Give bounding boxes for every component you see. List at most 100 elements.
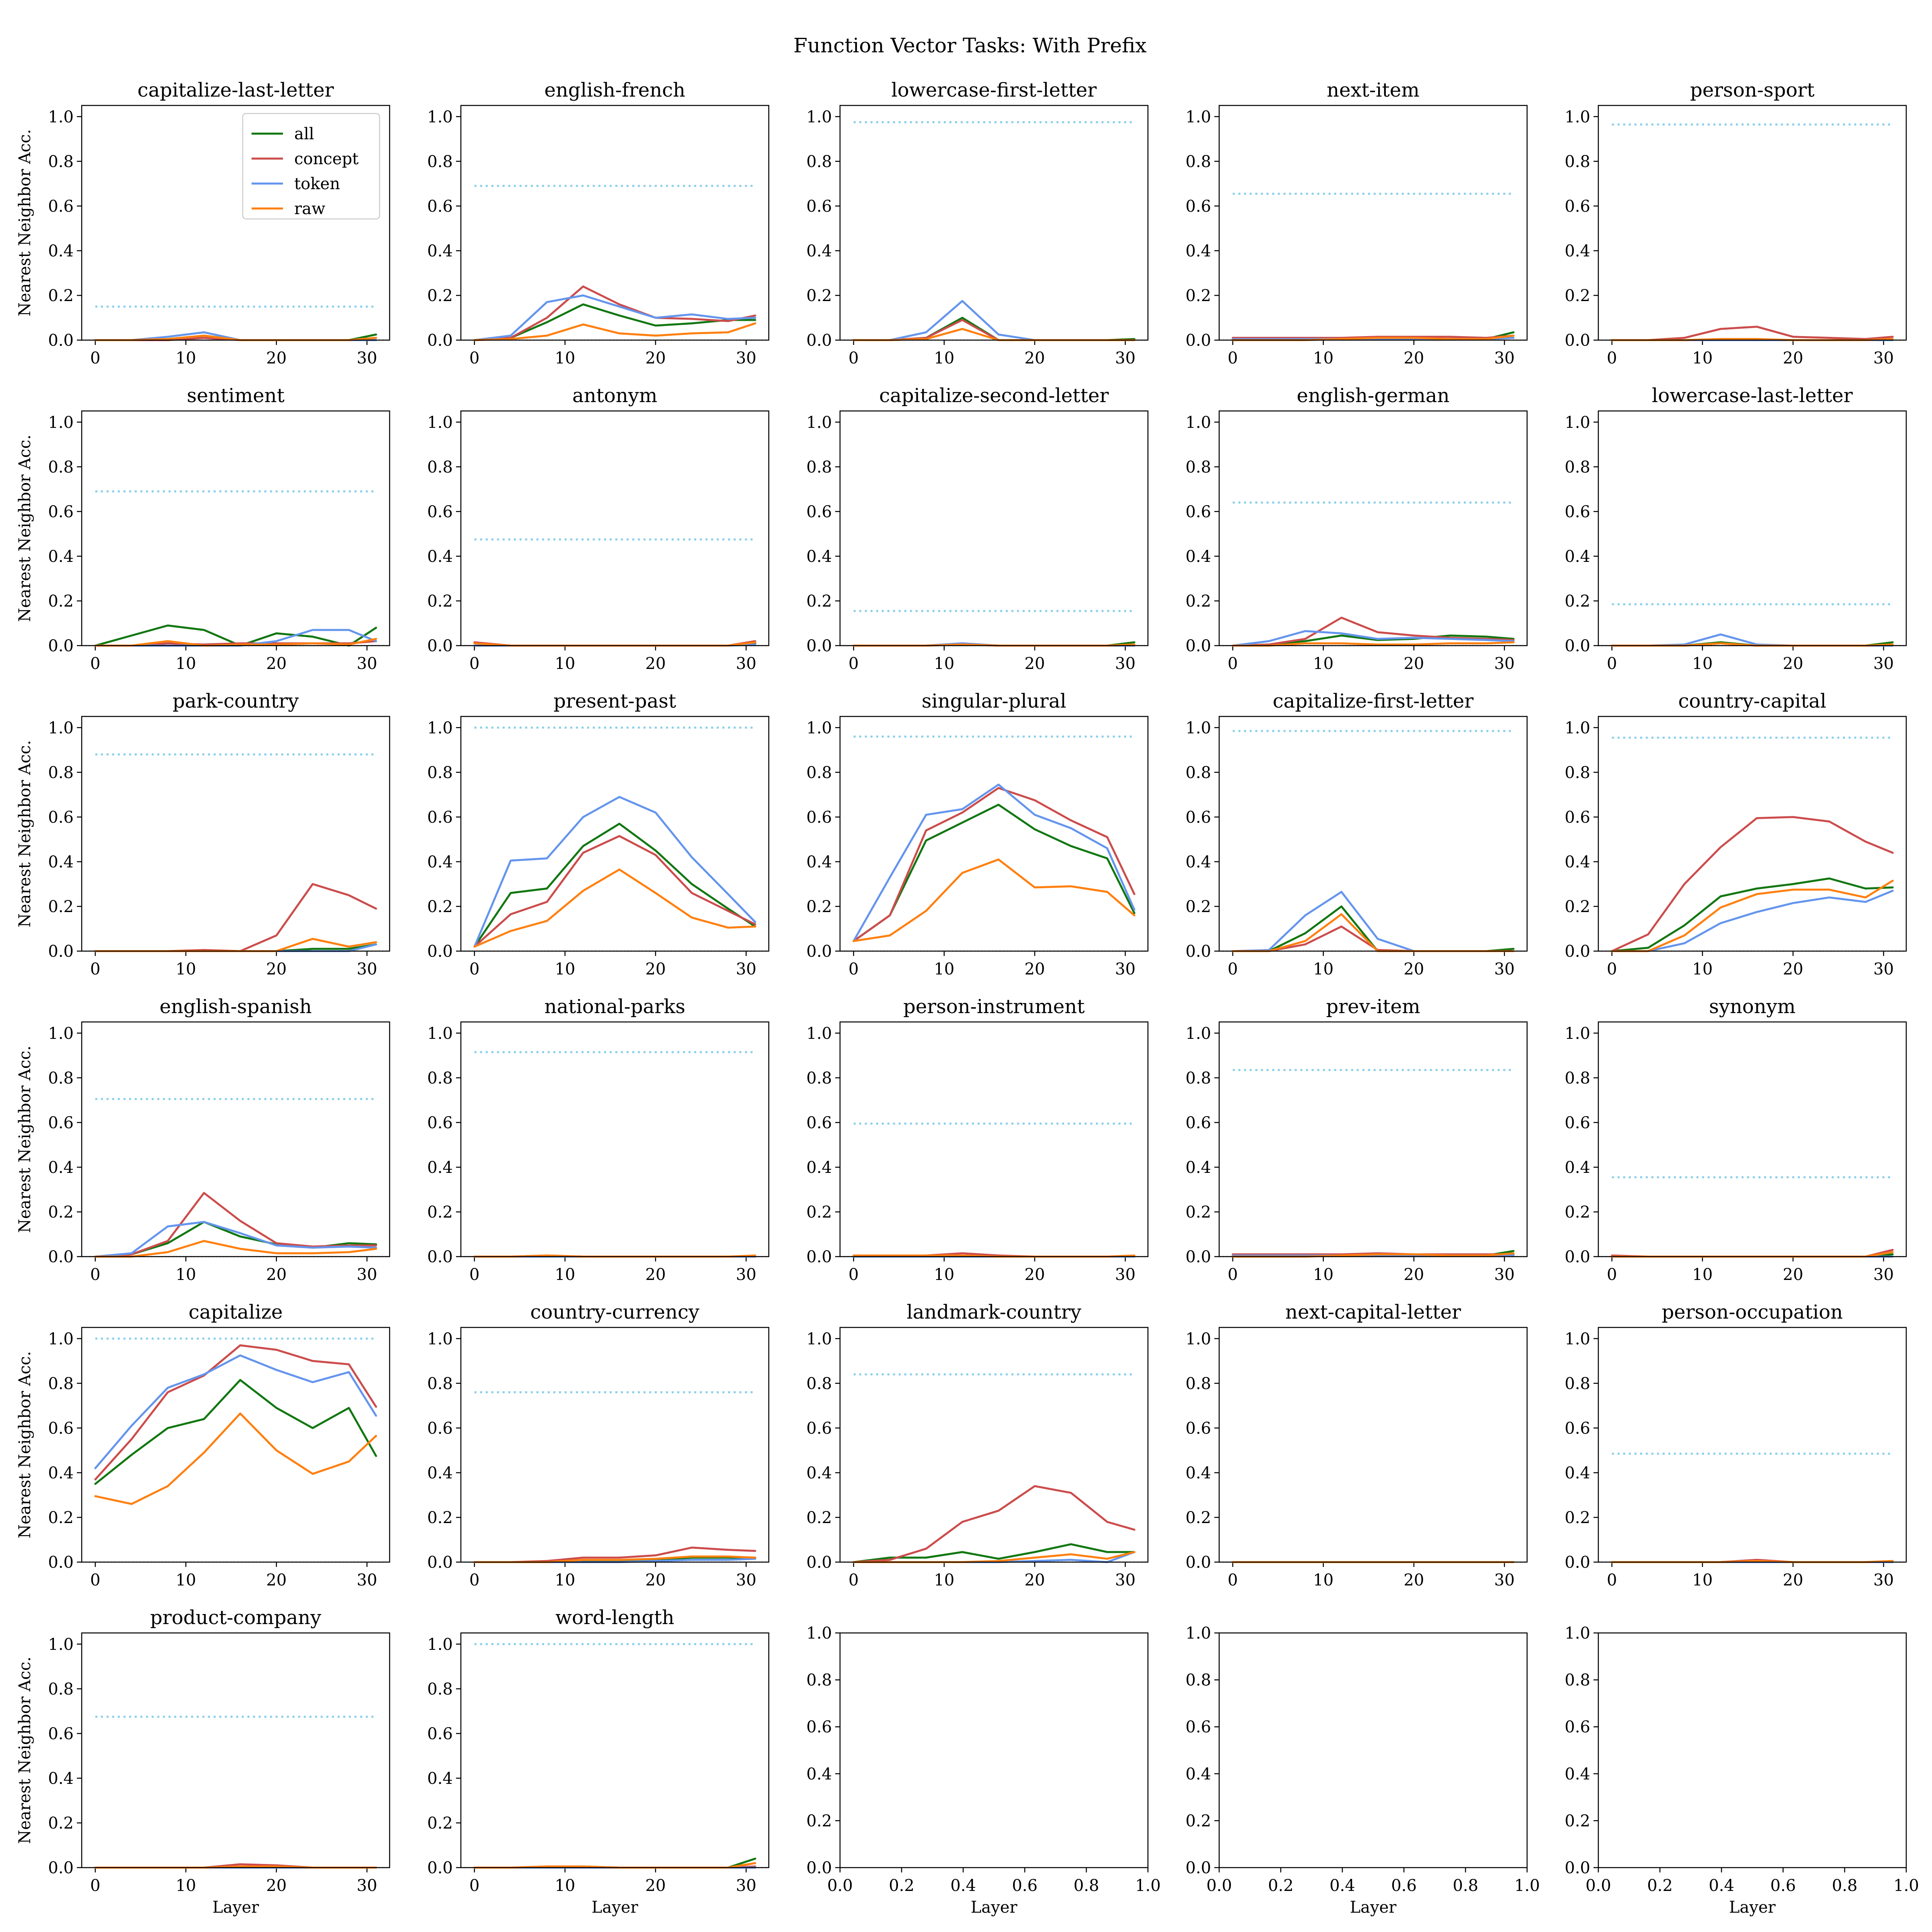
x-tick-label: 0.4 xyxy=(1329,1876,1355,1895)
legend-label-raw: raw xyxy=(294,200,325,218)
y-tick-label: 0.6 xyxy=(48,1725,74,1743)
y-tick-label: 1.0 xyxy=(1565,1330,1590,1348)
panel-empty-27: 0.0 0.2 0.4 0.6 0.8 1.0 0.0 0.2 0.4 0.6 0.8 1.0 Laye… xyxy=(806,1624,1160,1917)
y-tick-label: 0.4 xyxy=(1565,1765,1590,1783)
axes-frame xyxy=(839,1021,1149,1257)
y-tick-label: 0.2 xyxy=(1185,1509,1211,1527)
axes-frame xyxy=(839,1632,1149,1868)
y-tick-label: 1.0 xyxy=(48,1330,74,1348)
x-tick-label: 10 xyxy=(934,1265,954,1284)
y-tick-label: 0.2 xyxy=(48,898,74,916)
panel-present-past: 0.0 0.2 0.4 0.6 0.8 1.0 0 10 20 30 present-past xyxy=(427,690,770,978)
x-tick-label: 20 xyxy=(1024,960,1045,978)
y-tick-label: 0.8 xyxy=(427,1069,453,1088)
x-tick-label: 0.4 xyxy=(1709,1876,1734,1895)
y-tick-label: 1.0 xyxy=(48,719,74,737)
x-tick-label: 30 xyxy=(357,1571,377,1589)
y-tick-label: 0.8 xyxy=(1185,458,1211,477)
x-tick-label: 30 xyxy=(357,349,377,367)
y-tick-label: 0.0 xyxy=(1565,1248,1590,1266)
y-tick-label: 1.0 xyxy=(1565,108,1590,126)
y-tick-label: 0.4 xyxy=(806,242,832,260)
x-tick-label: 10 xyxy=(1313,654,1333,673)
x-tick-label: 0.0 xyxy=(1585,1876,1611,1895)
x-tick-label: 0 xyxy=(1607,654,1617,673)
y-tick-label: 0.4 xyxy=(48,1158,74,1177)
series-line-raw xyxy=(94,1240,377,1258)
panel-english-french: 0.0 0.2 0.4 0.6 0.8 1.0 0 10 20 30 english-french xyxy=(427,79,770,367)
panel-title: english-spanish xyxy=(159,995,312,1018)
series-line-token xyxy=(1232,630,1515,647)
axes-frame xyxy=(81,716,390,952)
y-tick-label: 0.6 xyxy=(427,1419,453,1438)
x-tick-label: 30 xyxy=(736,654,756,673)
x-tick-label: 1.0 xyxy=(1893,1876,1919,1895)
y-tick-label: 0.8 xyxy=(48,764,74,782)
series-line-all xyxy=(852,803,1135,942)
y-tick-label: 0.2 xyxy=(1565,1812,1590,1830)
y-tick-label: 0.6 xyxy=(1565,197,1590,216)
y-tick-label: 0.2 xyxy=(48,1509,74,1527)
x-tick-label: 20 xyxy=(1783,1571,1803,1589)
x-tick-label: 10 xyxy=(1692,1265,1713,1284)
y-tick-label: 0.4 xyxy=(1185,1464,1211,1482)
x-tick-label: 10 xyxy=(1692,960,1713,978)
y-tick-label: 0.0 xyxy=(48,1553,74,1572)
panel-title: product-company xyxy=(150,1606,321,1629)
y-tick-label: 0.0 xyxy=(1185,1248,1211,1266)
x-tick-label: 10 xyxy=(555,960,575,978)
x-tick-label: 20 xyxy=(266,1571,287,1589)
y-tick-label: 0.2 xyxy=(427,592,453,611)
axes-frame xyxy=(1218,1021,1528,1257)
axes-frame xyxy=(1598,1021,1907,1257)
y-tick-label: 0.8 xyxy=(1565,1069,1590,1088)
y-tick-label: 0.2 xyxy=(48,592,74,611)
axes-frame xyxy=(1598,716,1907,952)
y-tick-label: 0.6 xyxy=(806,808,832,827)
x-tick-label: 10 xyxy=(555,1876,575,1895)
y-tick-label: 0.2 xyxy=(1565,287,1590,305)
x-tick-label: 30 xyxy=(736,960,756,978)
y-tick-label: 0.6 xyxy=(806,503,832,521)
x-tick-label: 1.0 xyxy=(1135,1876,1161,1895)
y-tick-label: 0.8 xyxy=(1565,764,1590,782)
x-tick-label: 20 xyxy=(1404,349,1424,367)
x-tick-label: 0.6 xyxy=(1012,1876,1038,1895)
series-line-raw xyxy=(94,1412,377,1505)
y-tick-label: 0.8 xyxy=(1185,153,1211,171)
x-tick-label: 0 xyxy=(1607,349,1617,367)
y-tick-label: 0.6 xyxy=(1565,1718,1590,1736)
panel-title: present-past xyxy=(553,690,676,712)
panel-title: antonym xyxy=(572,384,657,407)
panel-title: capitalize-second-letter xyxy=(879,384,1109,407)
panel-next-item: 0.0 0.2 0.4 0.6 0.8 1.0 0 10 20 30 next-item xyxy=(1185,79,1528,367)
figure-title: Function Vector Tasks: With Prefix xyxy=(793,34,1147,57)
axes-frame xyxy=(1218,1327,1528,1563)
axes-frame xyxy=(1598,410,1907,646)
x-tick-label: 30 xyxy=(1115,349,1135,367)
y-tick-label: 1.0 xyxy=(48,108,74,126)
series-line-concept xyxy=(852,1485,1135,1563)
y-tick-label: 0.6 xyxy=(427,1725,453,1743)
panel-title: lowercase-first-letter xyxy=(891,79,1096,101)
panel-title: synonym xyxy=(1709,995,1796,1018)
x-tick-label: 0.6 xyxy=(1770,1876,1796,1895)
y-tick-label: 0.4 xyxy=(48,547,74,566)
axes-frame xyxy=(460,1021,770,1257)
y-tick-label: 0.0 xyxy=(427,1553,453,1572)
y-tick-label: 0.6 xyxy=(427,1114,453,1132)
x-tick-label: 20 xyxy=(1024,349,1045,367)
x-tick-label: 10 xyxy=(934,1571,954,1589)
x-tick-label: 10 xyxy=(934,654,954,673)
x-tick-label: 20 xyxy=(645,1876,666,1895)
series-line-all xyxy=(473,823,756,948)
y-tick-label: 1.0 xyxy=(1185,1624,1211,1643)
y-tick-label: 0.6 xyxy=(48,808,74,827)
y-tick-label: 0.2 xyxy=(806,1812,832,1830)
y-tick-label: 0.2 xyxy=(1565,592,1590,611)
x-axis-label: Layer xyxy=(213,1898,260,1917)
series-line-concept xyxy=(852,787,1135,942)
axes-frame xyxy=(460,1632,770,1868)
x-tick-label: 0 xyxy=(1228,1265,1238,1284)
x-tick-label: 0 xyxy=(90,349,100,367)
